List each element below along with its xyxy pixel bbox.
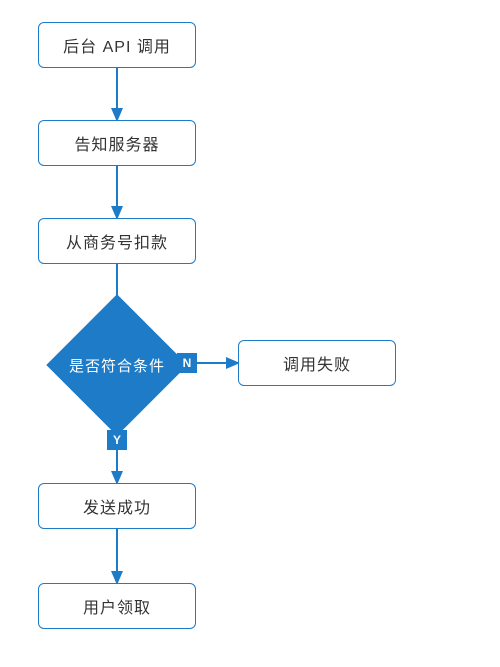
- node-label: 告知服务器: [74, 131, 159, 155]
- node-send-success: 发送成功: [38, 483, 196, 529]
- badge-label: Y: [113, 433, 121, 447]
- node-notify-server: 告知服务器: [38, 120, 196, 166]
- node-label: 从商务号扣款: [66, 229, 168, 253]
- branch-badge-no: N: [177, 353, 197, 373]
- node-label: 后台 API 调用: [63, 33, 171, 57]
- node-user-receive: 用户领取: [38, 583, 196, 629]
- node-label: 用户领取: [83, 594, 151, 618]
- node-label: 调用失败: [283, 351, 351, 375]
- node-deduct-merchant: 从商务号扣款: [38, 218, 196, 264]
- node-call-fail: 调用失败: [238, 340, 396, 386]
- node-api-call: 后台 API 调用: [38, 22, 196, 68]
- node-label: 发送成功: [83, 494, 151, 518]
- badge-label: N: [183, 356, 192, 370]
- node-label: 是否符合条件: [69, 355, 165, 376]
- branch-badge-yes: Y: [107, 430, 127, 450]
- node-decision-condition: 是否符合条件: [67, 315, 167, 415]
